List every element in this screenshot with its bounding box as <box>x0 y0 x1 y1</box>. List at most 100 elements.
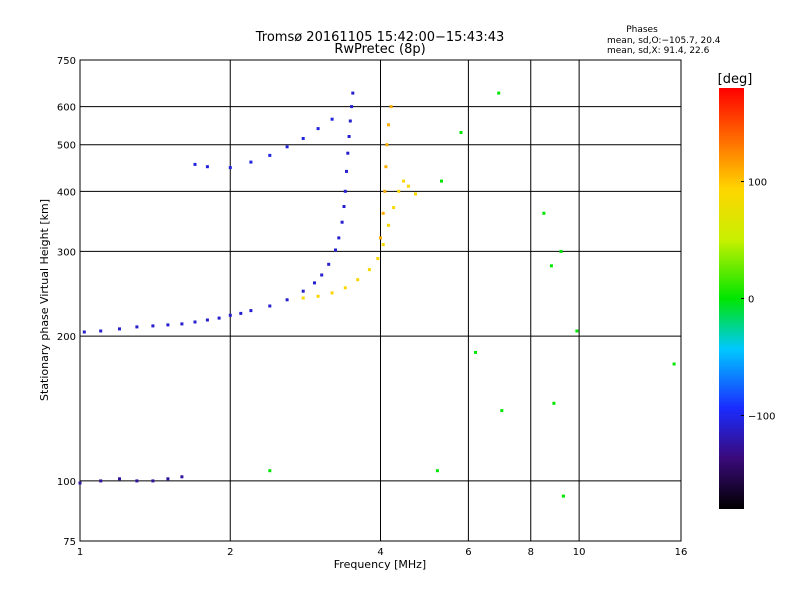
echo-point <box>316 127 320 131</box>
colorbar-tick-label: 0 <box>748 295 754 306</box>
echo-point <box>383 189 387 193</box>
x-tick-label: 10 <box>573 547 586 558</box>
echo-point <box>474 350 477 354</box>
echo-point <box>268 469 272 473</box>
echo-point <box>82 330 86 334</box>
echo-point <box>381 243 385 247</box>
echo-point <box>356 278 360 282</box>
x-tick-label: 2 <box>227 547 233 558</box>
echo-point <box>500 409 504 413</box>
y-tick-label: 400 <box>57 187 76 198</box>
x-tick-label: 6 <box>465 547 471 558</box>
echo-point <box>542 211 546 215</box>
echo-point <box>346 151 350 155</box>
echo-point <box>347 135 351 138</box>
phase-info-heading: Phases <box>626 25 658 35</box>
echo-point <box>376 257 380 260</box>
echo-point <box>343 286 347 290</box>
echo-point <box>316 294 320 298</box>
echo-point <box>392 206 396 210</box>
echo-point <box>345 169 348 173</box>
y-tick-label: 75 <box>63 537 76 548</box>
echo-point <box>249 160 253 164</box>
echo-point <box>135 325 139 329</box>
y-axis-label: Stationary phase Virtual Height [km] <box>38 199 51 401</box>
echo-point <box>166 477 170 481</box>
phase-info-x-mode: mean, sd,X: 91.4, 22.6 <box>607 46 710 56</box>
echo-point <box>313 281 316 285</box>
y-tick-label: 500 <box>57 141 76 152</box>
echo-point <box>268 153 272 157</box>
colorbar-tick-label: −100 <box>748 411 775 422</box>
echo-point <box>367 268 371 272</box>
y-tick-label: 600 <box>57 103 76 114</box>
x-tick-label: 16 <box>675 547 688 558</box>
echo-point <box>381 211 385 215</box>
echo-point <box>337 236 341 240</box>
echo-point <box>135 479 139 483</box>
echo-point <box>166 323 170 327</box>
grid-lines <box>80 60 681 541</box>
x-tick-label: 4 <box>377 547 383 558</box>
echo-point <box>330 291 334 295</box>
echo-point <box>351 91 355 95</box>
echo-point <box>99 329 103 333</box>
chart-title: Tromsø 20161105 15:42:00−15:43:43 <box>255 30 505 45</box>
phase-info-o-mode: mean, sd,O:−105.7, 20.4 <box>607 36 721 46</box>
echo-point <box>99 479 103 483</box>
echo-point <box>385 143 389 147</box>
echo-point <box>552 401 556 405</box>
echo-point <box>342 205 346 208</box>
echo-point <box>285 298 289 302</box>
x-tick-labels: 1 2 4 6 8 10 16 <box>77 547 688 558</box>
echo-point <box>402 179 406 183</box>
echo-point <box>239 311 243 315</box>
echo-point <box>327 262 331 266</box>
echo-point <box>350 105 354 109</box>
echo-point <box>440 179 443 183</box>
y-tick-label: 750 <box>57 56 76 67</box>
echo-point <box>180 322 184 326</box>
echo-point <box>387 123 390 127</box>
echo-point <box>575 329 579 333</box>
echo-point <box>406 184 410 188</box>
echo-point <box>414 192 417 196</box>
echo-point <box>301 296 305 300</box>
echo-point <box>334 248 337 252</box>
echo-point <box>78 481 82 485</box>
echo-point <box>497 91 501 95</box>
echo-point <box>151 324 155 328</box>
x-tick-label: 8 <box>528 547 534 558</box>
echo-point <box>379 236 382 240</box>
y-tick-label: 300 <box>57 247 76 258</box>
echo-point <box>118 477 121 481</box>
y-tick-label: 100 <box>57 477 76 488</box>
echo-point <box>330 117 334 121</box>
echo-point <box>387 223 390 227</box>
echo-point <box>118 327 121 331</box>
echo-point <box>217 316 221 320</box>
colorbar-ticks: 100 0 −100 <box>741 178 775 422</box>
echo-point <box>228 166 232 170</box>
echo-point <box>435 469 439 473</box>
data-points <box>78 91 676 498</box>
plot-area: 1 2 4 6 8 10 16 75 100 200 300 400 500 600 750 <box>57 56 687 558</box>
phase-colorbar <box>719 88 744 509</box>
echo-point <box>559 249 563 253</box>
echo-point <box>343 189 347 193</box>
x-axis-label: Frequency [MHz] <box>334 558 426 571</box>
echo-point <box>205 165 209 169</box>
echo-point <box>301 137 305 140</box>
chart-subtitle: RwPretec (8p) <box>334 42 425 57</box>
x-tick-label: 1 <box>77 547 83 558</box>
y-tick-labels: 75 100 200 300 400 500 600 750 <box>57 56 76 548</box>
colorbar-label: [deg] <box>718 72 753 87</box>
echo-point <box>180 475 184 479</box>
echo-point <box>193 320 197 324</box>
colorbar-tick-label: 100 <box>748 178 767 189</box>
echo-point <box>249 309 253 313</box>
echo-point <box>205 318 209 322</box>
echo-point <box>384 165 388 169</box>
